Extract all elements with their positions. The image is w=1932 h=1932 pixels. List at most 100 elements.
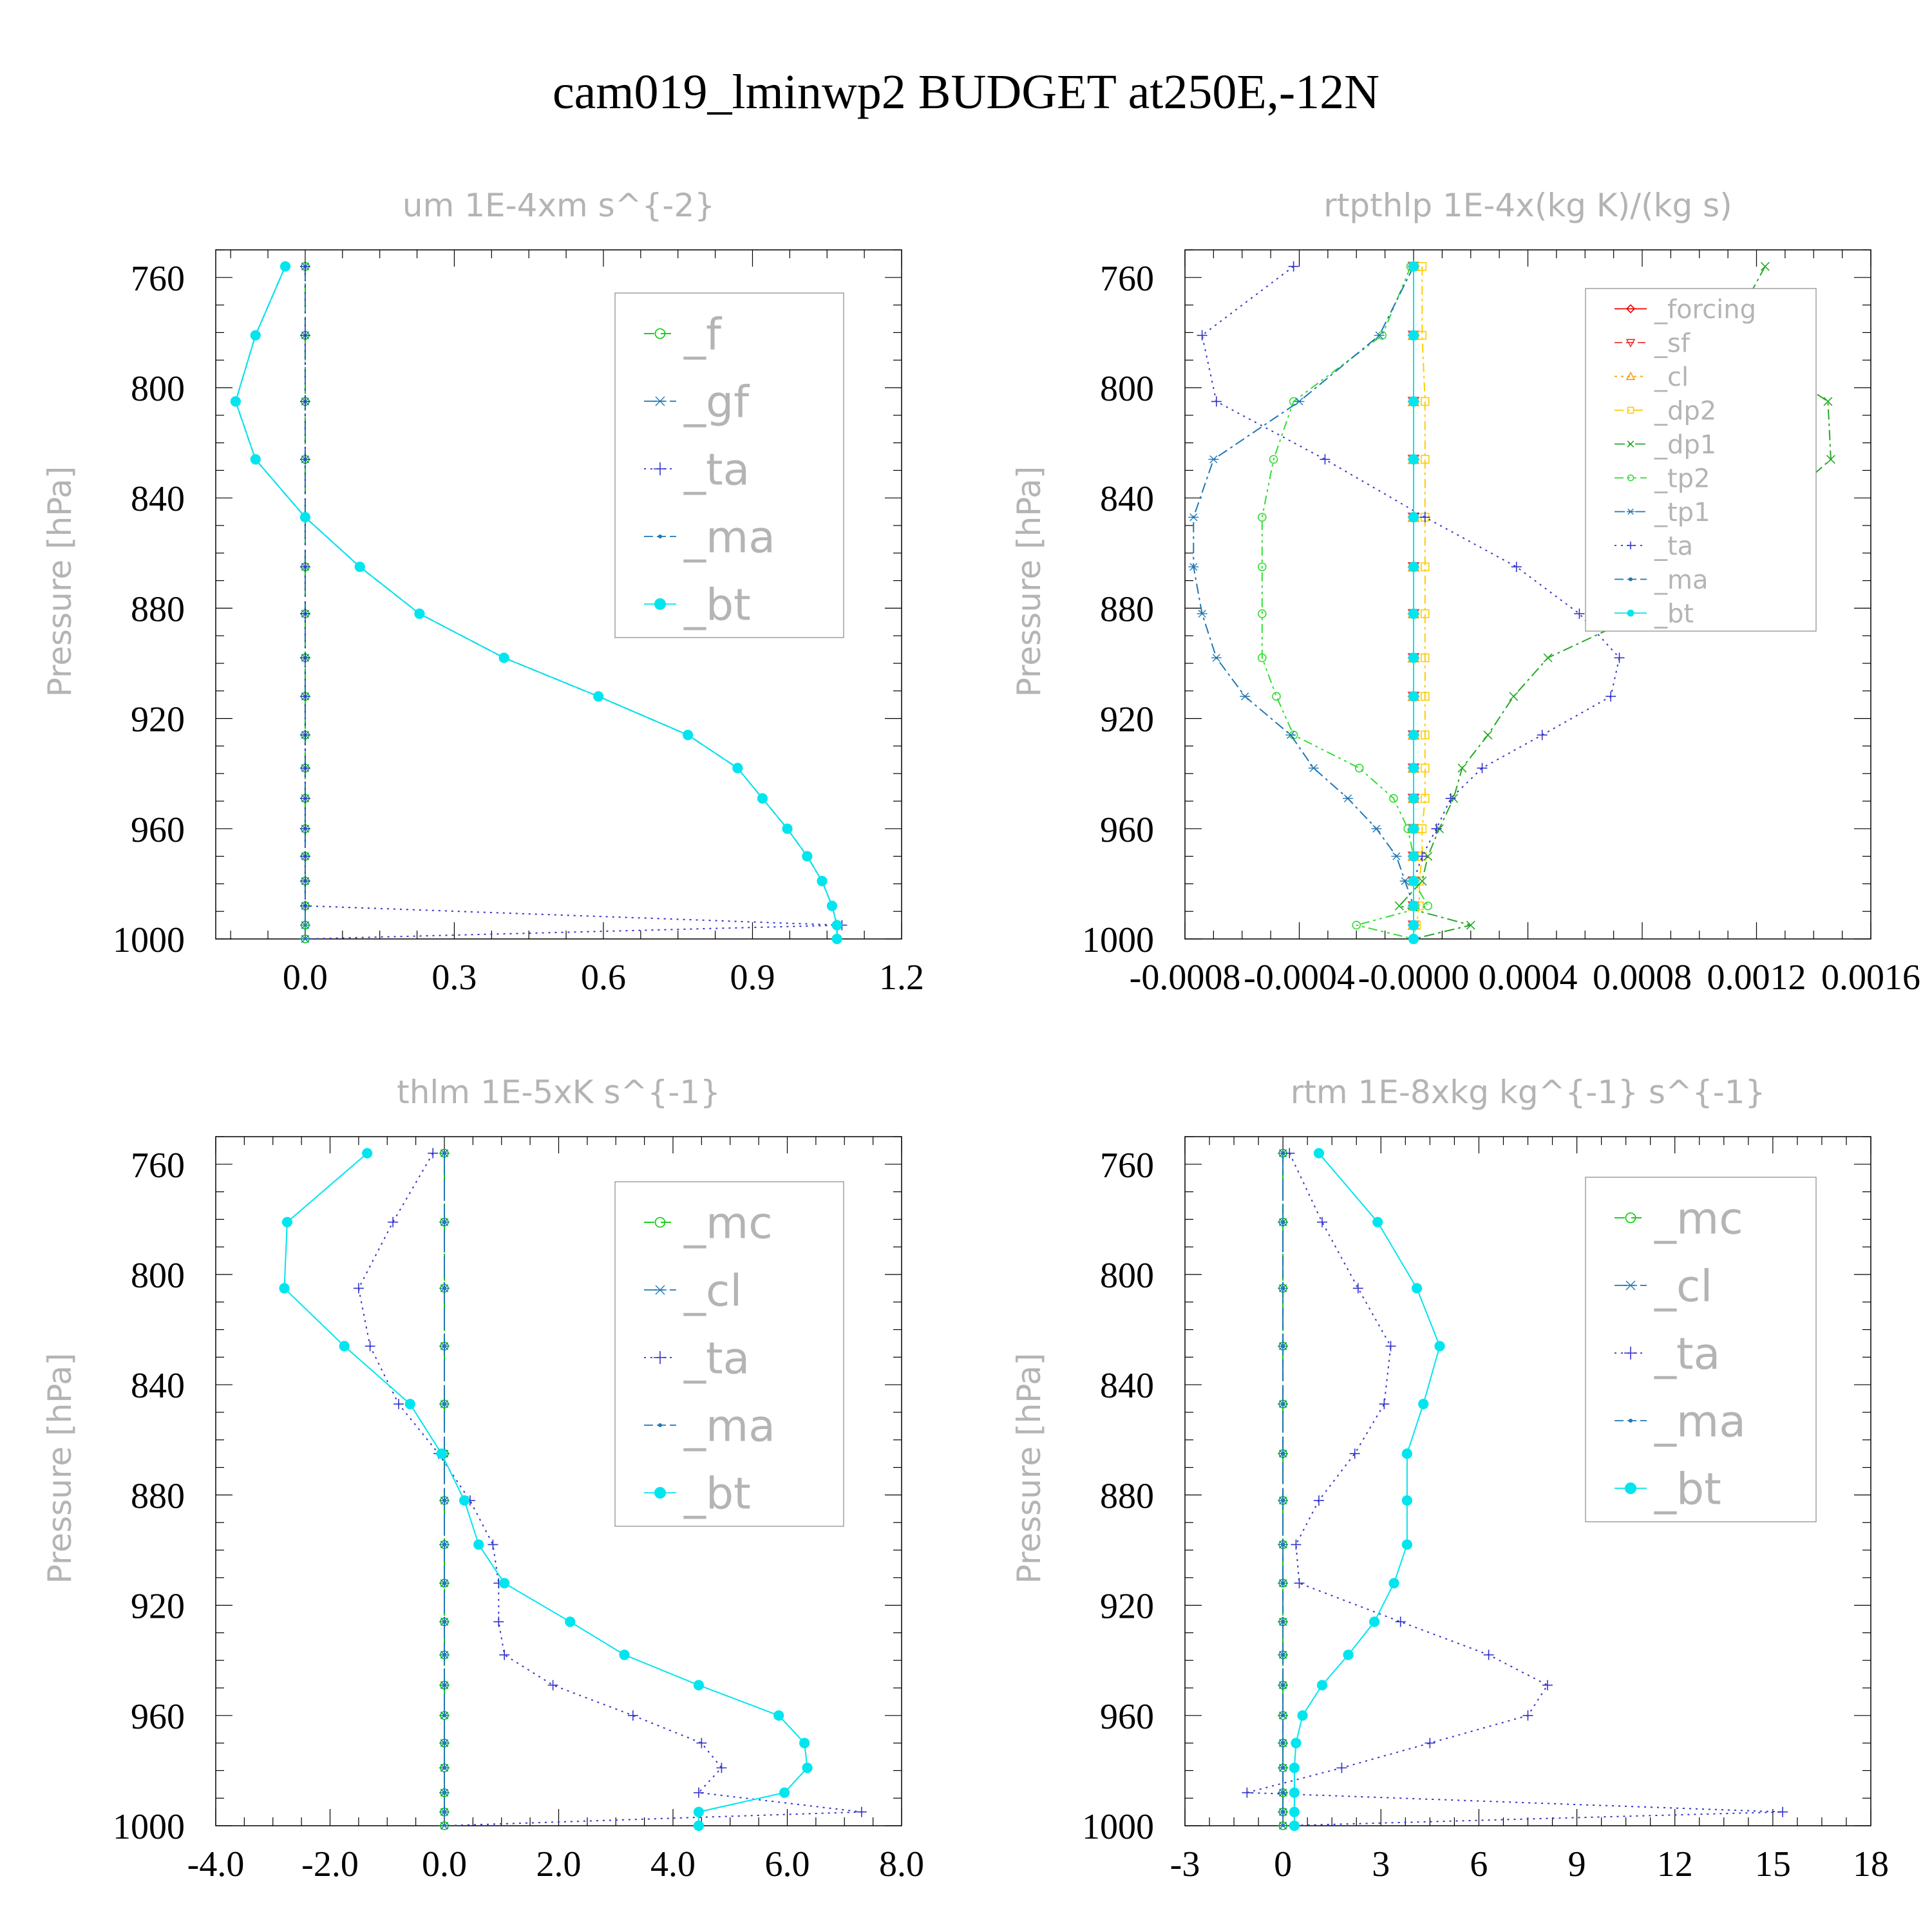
y-tick-label: 960 <box>1100 810 1154 850</box>
data-point <box>1336 1763 1347 1774</box>
data-point <box>1289 1787 1300 1798</box>
y-tick-label: 760 <box>131 259 185 299</box>
data-point <box>362 1148 373 1159</box>
legend: _mc _cl _ta _ma _bt <box>1585 1177 1817 1522</box>
data-point <box>414 608 425 620</box>
data-point <box>817 876 828 887</box>
legend-label: _ma <box>683 1401 775 1452</box>
data-point <box>693 1806 705 1817</box>
data-point <box>1419 512 1430 523</box>
legend-label: _ta <box>1654 531 1693 561</box>
legend-label: _sf <box>1654 328 1690 358</box>
legend-label: _dp2 <box>1654 396 1716 426</box>
data-point <box>1408 330 1419 341</box>
data-point <box>250 330 261 341</box>
legend-label: _mc <box>683 1198 773 1249</box>
y-tick-label: 800 <box>1100 369 1154 409</box>
data-point <box>1408 851 1419 862</box>
y-tick-label: 880 <box>1100 1476 1154 1516</box>
data-point <box>1369 1616 1380 1627</box>
data-point <box>1272 692 1281 701</box>
data-point <box>1420 609 1430 618</box>
data-point <box>1420 763 1430 773</box>
series-group <box>1188 260 1835 945</box>
data-point <box>299 730 310 741</box>
data-point <box>1281 1810 1285 1814</box>
data-point <box>1281 1683 1285 1687</box>
data-point <box>1511 562 1522 573</box>
legend-marker <box>654 1217 666 1228</box>
data-point <box>1284 1148 1295 1159</box>
data-point <box>1317 1217 1327 1227</box>
x-tick-label: -3 <box>1170 1844 1200 1884</box>
series-group <box>230 261 848 945</box>
legend-label: _mc <box>1654 1193 1743 1244</box>
data-point <box>1374 331 1385 339</box>
data-point <box>442 1683 446 1687</box>
data-point <box>1418 1399 1429 1410</box>
y-tick-label: 760 <box>1100 1146 1154 1186</box>
data-point <box>1289 1806 1300 1817</box>
data-point <box>1826 455 1835 464</box>
data-point <box>299 851 310 862</box>
legend-marker <box>654 1351 667 1364</box>
legend-marker <box>658 1423 662 1427</box>
y-tick-label: 920 <box>131 1587 185 1627</box>
data-point <box>1211 654 1222 662</box>
y-tick-label: 840 <box>1100 1366 1154 1406</box>
data-point <box>1408 261 1419 272</box>
y-axis-label: Pressure [hPa] <box>1010 1353 1048 1584</box>
legend-label: _cl <box>1654 363 1689 392</box>
data-point <box>1543 653 1553 663</box>
data-point <box>782 823 793 834</box>
x-tick-label: 9 <box>1568 1844 1586 1884</box>
data-point <box>1281 1741 1285 1745</box>
data-point <box>473 1539 484 1550</box>
chart-panel: um 1E-4xm s^{-2} Pressure [hPa] 760 800 840 8… <box>41 187 924 998</box>
data-point <box>1408 652 1419 663</box>
data-point <box>442 1713 446 1718</box>
data-point <box>299 454 310 465</box>
y-tick-label: 760 <box>1100 259 1154 299</box>
data-point <box>1291 1539 1302 1550</box>
data-point <box>1242 1787 1253 1798</box>
data-point <box>1379 1399 1390 1410</box>
legend-label: _bt <box>1654 599 1694 629</box>
legend: _forcing_sf _cl _dp2 _dp1 _tp2 _tp1 _ta _ma _bt <box>1585 288 1817 632</box>
data-point <box>442 1286 446 1291</box>
data-point <box>339 1341 350 1352</box>
data-point <box>1425 1738 1435 1748</box>
data-point <box>1420 455 1430 464</box>
data-point <box>442 1741 446 1745</box>
data-point <box>856 1806 867 1817</box>
data-point <box>299 396 310 407</box>
legend-label: _ta <box>683 1333 750 1384</box>
legend-marker <box>654 396 667 406</box>
data-point <box>1388 1578 1399 1589</box>
y-tick-label: 760 <box>131 1146 185 1186</box>
legend-box <box>614 292 844 638</box>
legend-marker <box>1627 406 1634 414</box>
series-line <box>283 1152 808 1826</box>
x-tick-label: -0.0000 <box>1358 958 1470 998</box>
data-point <box>442 1220 446 1224</box>
y-tick-label: 960 <box>131 810 185 850</box>
data-point <box>442 1653 446 1657</box>
legend-marker <box>1627 474 1634 482</box>
x-tick-label: 0.0004 <box>1479 958 1578 998</box>
data-point <box>757 793 768 804</box>
x-tick-label: 3 <box>1372 1844 1390 1884</box>
data-point <box>299 921 310 929</box>
data-point <box>1408 920 1419 931</box>
y-axis-label: Pressure [hPa] <box>41 466 79 697</box>
y-tick-label: 920 <box>131 700 185 740</box>
data-point <box>393 1399 404 1410</box>
data-point <box>1457 763 1467 773</box>
legend-label: _forcing <box>1654 295 1756 325</box>
data-point <box>354 562 365 573</box>
legend-marker <box>1625 1482 1636 1494</box>
data-point <box>299 876 310 887</box>
legend-label: _dp1 <box>1654 430 1716 460</box>
data-point <box>1294 1578 1305 1589</box>
